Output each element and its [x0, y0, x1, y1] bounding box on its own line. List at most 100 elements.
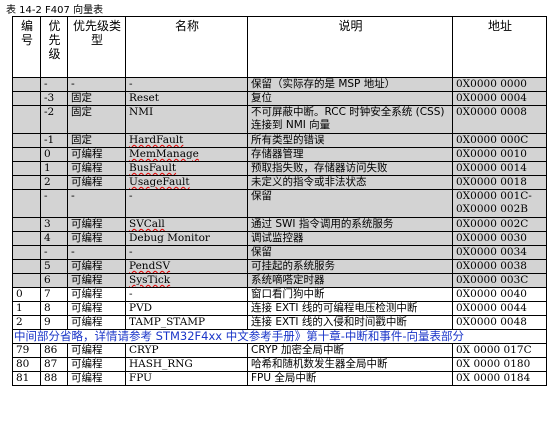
table-row: 4 可编程 Debug Monitor 调试监控器 0X0000 0030	[12, 231, 547, 246]
cell-priority-type: 固定	[67, 91, 126, 106]
header-position: 编号	[12, 16, 41, 78]
note-row: 中间部分省略，详情请参考 STM32F4xx 中文参考手册》第十章-中断和事件-…	[12, 329, 547, 344]
table-row: 79 86 可编程 CRYP CRYP 加密全局中断 0X 0000 017C	[12, 343, 547, 358]
table-row: 6 可编程 SysTick 系统嘀嗒定时器 0X0000 003C	[12, 273, 547, 288]
cell-priority: 86	[40, 343, 68, 358]
name-text: SVCall	[129, 218, 165, 231]
cell-description: CRYP 加密全局中断	[247, 343, 453, 358]
cell-address: 0X0000 002C	[452, 217, 547, 232]
cell-name: -	[125, 245, 248, 260]
cell-position	[12, 147, 41, 162]
cell-priority-type: 可编程	[67, 217, 126, 232]
cell-priority-type: -	[67, 245, 126, 260]
name-text: SysTick	[129, 274, 171, 287]
omission-note: 中间部分省略，详情请参考 STM32F4xx 中文参考手册》第十章-中断和事件-…	[12, 329, 547, 344]
cell-description: 未定义的指令或非法状态	[247, 175, 453, 190]
cell-description: 可挂起的系统服务	[247, 259, 453, 274]
cell-description: 窗口看门狗中断	[247, 287, 453, 302]
cell-priority: -	[40, 189, 68, 218]
table-row: 2 9 可编程 TAMP_STAMP 连接 EXTI 线的入侵和时间戳中断 0X0000 …	[12, 315, 547, 330]
cell-priority: 2	[40, 175, 68, 190]
cell-address: 0X0000 0048	[452, 315, 547, 330]
cell-priority-type: 可编程	[67, 343, 126, 358]
cell-description: 保留	[247, 245, 453, 260]
header-row: 编号 优先级 优先级类型 名称 说明 地址	[12, 16, 547, 78]
cell-position	[12, 105, 41, 134]
cell-priority-type: 可编程	[67, 161, 126, 176]
cell-position	[12, 77, 41, 92]
table-row: -1 固定 HardFault 所有类型的错误 0X0000 000C	[12, 133, 547, 148]
cell-priority-type: -	[67, 77, 126, 92]
cell-priority-type: 可编程	[67, 273, 126, 288]
cell-address: 0X0000 0004	[452, 91, 547, 106]
cell-priority: 0	[40, 147, 68, 162]
cell-address: 0X0000 0018	[452, 175, 547, 190]
cell-priority: -	[40, 245, 68, 260]
cell-name: NMI	[125, 105, 248, 134]
cell-priority-type: 可编程	[67, 357, 126, 372]
cell-priority: 1	[40, 161, 68, 176]
cell-position	[12, 91, 41, 106]
cell-name: PendSV	[125, 259, 248, 274]
cell-address: 0X 0000 0180	[452, 357, 547, 372]
header-priority: 优先级	[40, 16, 68, 78]
cell-name: -	[125, 287, 248, 302]
cell-priority: 9	[40, 315, 68, 330]
cell-priority-type: 可编程	[67, 371, 126, 386]
cell-description: 哈希和随机数发生器全局中断	[247, 357, 453, 372]
cell-priority-type: 可编程	[67, 231, 126, 246]
table-row: 0 7 可编程 - 窗口看门狗中断 0X0000 0040	[12, 287, 547, 302]
cell-name: SysTick	[125, 273, 248, 288]
cell-position	[12, 273, 41, 288]
vector-table-body: 编号 优先级 优先级类型 名称 说明 地址 - - - 保留（实际存的是 MSP 地址…	[12, 16, 547, 386]
cell-name: HardFault	[125, 133, 248, 148]
cell-priority: 8	[40, 301, 68, 316]
cell-address: 0X0000 000C	[452, 133, 547, 148]
cell-priority-type: 固定	[67, 133, 126, 148]
cell-name: -	[125, 189, 248, 218]
cell-priority: 6	[40, 273, 68, 288]
cell-name: SVCall	[125, 217, 248, 232]
name-text: BusFault	[129, 162, 177, 175]
cell-name: TAMP_STAMP	[125, 315, 248, 330]
cell-position	[12, 259, 41, 274]
table-row: 80 87 可编程 HASH_RNG 哈希和随机数发生器全局中断 0X 0000 0180	[12, 357, 547, 372]
cell-name: MemManage	[125, 147, 248, 162]
cell-name: -	[125, 77, 248, 92]
cell-description: 连接 EXTI 线的入侵和时间戳中断	[247, 315, 453, 330]
cell-priority-type: 可编程	[67, 147, 126, 162]
cell-priority: 3	[40, 217, 68, 232]
cell-description: 连接 EXTI 线的可编程电压检测中断	[247, 301, 453, 316]
cell-address: 0X0000 0000	[452, 77, 547, 92]
cell-description: 复位	[247, 91, 453, 106]
cell-description: 系统嘀嗒定时器	[247, 273, 453, 288]
cell-name: BusFault	[125, 161, 248, 176]
name-text: PendSV	[129, 260, 171, 273]
cell-position	[12, 245, 41, 260]
cell-position	[12, 189, 41, 218]
cell-position: 0	[12, 287, 41, 302]
cell-priority: 88	[40, 371, 68, 386]
cell-address: 0X0000 0044	[452, 301, 547, 316]
cell-description: 存储器管理	[247, 147, 453, 162]
header-priority-type: 优先级类型	[67, 16, 126, 78]
vector-table: 编号 优先级 优先级类型 名称 说明 地址 - - - 保留（实际存的是 MSP 地址…	[12, 16, 547, 386]
cell-position	[12, 231, 41, 246]
cell-description: 通过 SWI 指令调用的系统服务	[247, 217, 453, 232]
cell-position: 79	[12, 343, 41, 358]
cell-description: 预取指失败，存储器访问失败	[247, 161, 453, 176]
cell-position	[12, 161, 41, 176]
cell-priority: 87	[40, 357, 68, 372]
table-row: 5 可编程 PendSV 可挂起的系统服务 0X0000 0038	[12, 259, 547, 274]
table-row: 2 可编程 UsageFault 未定义的指令或非法状态 0X0000 0018	[12, 175, 547, 190]
cell-address: 0X0000 0030	[452, 231, 547, 246]
table-row: 81 88 可编程 FPU FPU 全局中断 0X 0000 0184	[12, 371, 547, 386]
cell-priority: -2	[40, 105, 68, 134]
header-address: 地址	[452, 16, 547, 78]
cell-priority-type: -	[67, 189, 126, 218]
cell-address: 0X0000 0010	[452, 147, 547, 162]
cell-priority-type: 可编程	[67, 301, 126, 316]
table-row: 3 可编程 SVCall 通过 SWI 指令调用的系统服务 0X0000 002C	[12, 217, 547, 232]
table-row: 0 可编程 MemManage 存储器管理 0X0000 0010	[12, 147, 547, 162]
cell-address: 0X0000 003C	[452, 273, 547, 288]
